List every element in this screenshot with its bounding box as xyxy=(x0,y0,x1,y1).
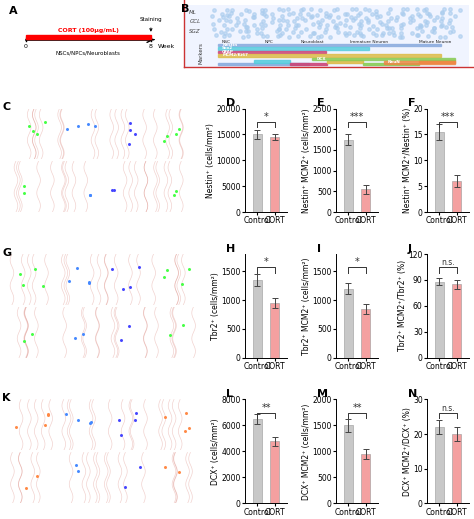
Bar xyxy=(383,61,455,64)
Y-axis label: DCX⁺ MCM2⁺/DCX⁺ (%): DCX⁺ MCM2⁺/DCX⁺ (%) xyxy=(402,407,411,496)
Bar xyxy=(218,54,441,57)
Y-axis label: Nestin⁺ (cells/mm²): Nestin⁺ (cells/mm²) xyxy=(206,123,215,198)
Text: M: M xyxy=(317,389,328,399)
Text: J: J xyxy=(408,244,412,254)
Bar xyxy=(18,319,45,346)
Bar xyxy=(362,309,370,358)
Text: **: ** xyxy=(352,403,362,413)
Text: G: G xyxy=(2,248,11,258)
Text: 8: 8 xyxy=(149,44,153,49)
Bar xyxy=(271,137,279,212)
Bar xyxy=(453,284,461,358)
Text: A: A xyxy=(9,6,18,16)
Text: NSC: NSC xyxy=(222,40,231,44)
Text: Sox2: Sox2 xyxy=(222,46,233,50)
Text: Nestin: Nestin xyxy=(222,43,237,47)
Y-axis label: Nestin⁺ MCM2⁺ (cells/mm²): Nestin⁺ MCM2⁺ (cells/mm²) xyxy=(302,108,311,213)
Text: n.s.: n.s. xyxy=(441,258,455,267)
Bar xyxy=(26,35,151,39)
Text: Control: Control xyxy=(0,269,1,289)
Bar xyxy=(271,441,279,503)
Bar xyxy=(18,173,45,201)
Text: NeuN: NeuN xyxy=(388,60,401,64)
Bar xyxy=(453,181,461,212)
Bar xyxy=(435,282,444,358)
Text: Immature Neuron: Immature Neuron xyxy=(350,40,388,44)
Text: GFAP: GFAP xyxy=(222,50,234,54)
Text: CORT: CORT xyxy=(0,471,1,485)
Text: NPC: NPC xyxy=(265,40,273,44)
Text: *: * xyxy=(355,257,359,267)
Bar xyxy=(18,464,45,492)
Bar xyxy=(18,411,45,439)
Text: Control: Control xyxy=(0,415,1,435)
Bar xyxy=(419,60,455,63)
Text: ***: *** xyxy=(441,112,455,122)
Bar xyxy=(253,419,262,503)
Bar xyxy=(435,132,444,212)
Bar xyxy=(18,120,45,148)
Text: GCL: GCL xyxy=(189,19,201,24)
Text: B: B xyxy=(181,4,189,14)
Text: N: N xyxy=(408,389,417,399)
Text: H: H xyxy=(226,244,235,254)
Text: C: C xyxy=(2,102,10,112)
Text: 0: 0 xyxy=(24,44,27,49)
Bar xyxy=(291,63,327,65)
Bar xyxy=(362,454,370,503)
Text: Control: Control xyxy=(0,124,1,144)
Text: *: * xyxy=(264,257,268,267)
Text: SGZ: SGZ xyxy=(189,29,201,34)
Bar xyxy=(218,50,327,53)
Bar xyxy=(344,426,353,503)
Text: Week: Week xyxy=(157,44,174,49)
Y-axis label: Tbr2⁺ (cells/mm²): Tbr2⁺ (cells/mm²) xyxy=(211,272,220,339)
Text: K: K xyxy=(2,393,10,403)
Bar xyxy=(344,289,353,358)
Text: CORT (100μg/mL): CORT (100μg/mL) xyxy=(58,28,118,33)
Text: DCX: DCX xyxy=(317,57,326,61)
Bar xyxy=(271,303,279,358)
Text: L: L xyxy=(226,389,233,399)
Bar xyxy=(253,134,262,212)
Text: Neuroblast: Neuroblast xyxy=(301,40,324,44)
Text: **: ** xyxy=(261,403,271,413)
Text: E: E xyxy=(317,98,324,108)
Text: F: F xyxy=(408,98,415,108)
Bar xyxy=(453,434,461,503)
Text: Markers: Markers xyxy=(198,43,203,64)
Bar xyxy=(327,60,363,63)
Text: CORT: CORT xyxy=(0,180,1,194)
Text: MCM2/Ki67: MCM2/Ki67 xyxy=(222,53,248,57)
Y-axis label: DCX⁺ (cells/mm²): DCX⁺ (cells/mm²) xyxy=(211,418,220,485)
Y-axis label: Tbr2⁺ MCM2⁺/Tbr2⁺ (%): Tbr2⁺ MCM2⁺/Tbr2⁺ (%) xyxy=(398,260,407,351)
Text: I: I xyxy=(317,244,321,254)
Bar xyxy=(218,63,309,65)
Y-axis label: Tbr2⁺ MCM2⁺ (cells/mm²): Tbr2⁺ MCM2⁺ (cells/mm²) xyxy=(302,257,311,354)
Bar xyxy=(312,58,455,60)
Text: ML: ML xyxy=(189,10,197,15)
Text: NSCs/NPCs/Neuroblasts: NSCs/NPCs/Neuroblasts xyxy=(56,50,121,55)
Bar xyxy=(344,140,353,212)
Text: CORT: CORT xyxy=(0,325,1,339)
Bar xyxy=(218,44,441,46)
Text: n.s.: n.s. xyxy=(441,404,455,413)
Bar xyxy=(435,427,444,503)
Bar xyxy=(254,60,291,63)
Text: ***: *** xyxy=(350,112,364,122)
Bar xyxy=(253,280,262,358)
Bar xyxy=(363,63,419,65)
Text: Mature Neuron: Mature Neuron xyxy=(419,40,451,44)
Text: D: D xyxy=(226,98,235,108)
Bar xyxy=(218,47,369,49)
Y-axis label: Nestin⁺ MCM2⁺/Nestin⁺ (%): Nestin⁺ MCM2⁺/Nestin⁺ (%) xyxy=(403,107,412,213)
Bar xyxy=(18,266,45,294)
Text: *: * xyxy=(264,112,268,122)
Text: Staining: Staining xyxy=(139,18,162,31)
Y-axis label: DCX⁺ MCM2⁺ (cells/mm²): DCX⁺ MCM2⁺ (cells/mm²) xyxy=(302,403,311,500)
Bar xyxy=(362,189,370,212)
